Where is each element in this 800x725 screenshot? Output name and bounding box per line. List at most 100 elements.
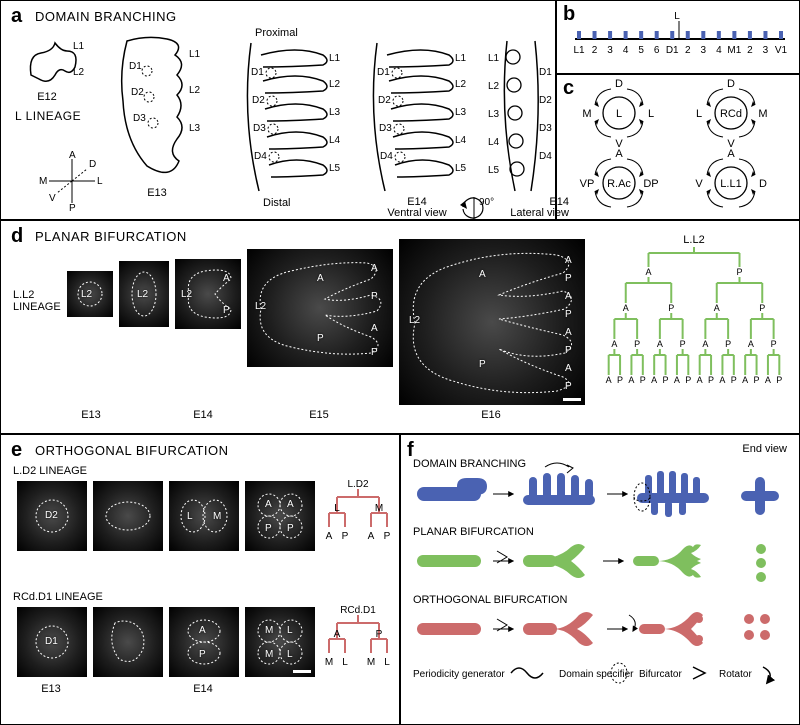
svg-text:P: P	[342, 531, 349, 542]
svg-text:A: A	[651, 375, 657, 385]
svg-text:L.L2: L.L2	[683, 234, 704, 246]
svg-text:A: A	[628, 375, 634, 385]
svg-text:P: P	[617, 375, 623, 385]
svg-text:M: M	[325, 657, 333, 668]
svg-text:D4: D4	[254, 151, 267, 162]
e-lin-1: RCd.D1 LINEAGE	[13, 591, 103, 603]
d-tp-3: E15	[299, 409, 339, 421]
svg-text:4: 4	[623, 45, 629, 56]
svg-text:P: P	[384, 531, 391, 542]
micro-d-e13b: L2	[119, 261, 169, 327]
svg-text:M: M	[39, 176, 47, 187]
svg-text:3: 3	[763, 45, 769, 56]
svg-text:PLANAR BIFURCATION: PLANAR BIFURCATION	[413, 526, 534, 538]
svg-text:DP: DP	[643, 178, 658, 190]
svg-text:A: A	[765, 375, 771, 385]
svg-text:L4: L4	[329, 135, 341, 146]
svg-text:D1: D1	[129, 61, 142, 72]
micro-e-ld2-2: L M	[169, 481, 239, 551]
svg-text:A: A	[697, 375, 703, 385]
svg-text:L3: L3	[189, 123, 201, 134]
e12-label: E12	[27, 91, 67, 103]
svg-text:L1: L1	[189, 49, 201, 60]
svg-text:A: A	[748, 339, 754, 349]
svg-text:A: A	[702, 339, 708, 349]
panel-a-subtitle: L LINEAGE	[15, 109, 81, 123]
svg-text:A: A	[611, 339, 617, 349]
panel-f-svg: DOMAIN BRANCHING	[407, 453, 795, 693]
svg-text:D1: D1	[539, 67, 552, 78]
svg-text:2: 2	[685, 45, 691, 56]
panel-d-label: d	[11, 225, 23, 248]
micro-e-ld2-0: D2	[17, 481, 87, 551]
svg-text:L5: L5	[329, 163, 341, 174]
svg-text:P: P	[771, 339, 777, 349]
svg-text:L: L	[334, 503, 340, 514]
svg-text:L2: L2	[455, 79, 467, 90]
svg-text:VP: VP	[580, 178, 595, 190]
svg-text:D2: D2	[539, 95, 552, 106]
sketch-e14-lateral: L1 L2 L3 L4 L5 D1 D2 D3 D4	[491, 35, 555, 195]
svg-text:D3: D3	[133, 113, 146, 124]
panel-e-title: ORTHOGONAL BIFURCATION	[35, 443, 229, 458]
svg-text:A: A	[326, 531, 333, 542]
micro-e-rcd-0: D1	[17, 607, 87, 677]
svg-text:A: A	[368, 531, 375, 542]
sketch-e14-ventral-2: L1 L2 L3 L4 L5 D1 D2 D3 D4	[357, 37, 477, 197]
panel-e-label: e	[11, 439, 22, 462]
svg-text:A: A	[334, 629, 341, 640]
svg-text:L2: L2	[189, 85, 201, 96]
sketch-e13: L1 L2 L3 D1 D2 D3	[107, 31, 217, 181]
e14-lateral-label: E14Lateral view	[479, 197, 569, 219]
svg-text:D1: D1	[377, 67, 390, 78]
svg-text:P: P	[754, 375, 760, 385]
svg-text:L4: L4	[455, 135, 467, 146]
svg-text:P: P	[725, 339, 731, 349]
sketch-e14-ventral: L1 L2 L3 L4 L5 D1 D2 D3 D4	[231, 37, 351, 197]
svg-text:Rotator: Rotator	[719, 669, 752, 680]
svg-text:L: L	[384, 657, 390, 668]
panel-a-label: a	[11, 5, 22, 28]
figure: a DOMAIN BRANCHING L LINEAGE L1 L2 E12 A…	[0, 0, 800, 725]
micro-e-rcd-2: A P	[169, 607, 239, 677]
svg-text:L: L	[696, 108, 702, 120]
svg-text:D: D	[727, 78, 735, 90]
e-tp-0: E13	[31, 683, 71, 695]
svg-text:M: M	[758, 108, 767, 120]
svg-text:L1: L1	[488, 53, 500, 64]
panel-d-title: PLANAR BIFURCATION	[35, 229, 187, 244]
svg-text:2: 2	[747, 45, 753, 56]
svg-text:D: D	[759, 178, 767, 190]
svg-text:L4: L4	[488, 137, 500, 148]
svg-text:P: P	[69, 203, 76, 214]
e-tp-1: E14	[183, 683, 223, 695]
svg-text:M: M	[582, 108, 591, 120]
svg-text:L2: L2	[73, 67, 85, 78]
wheels-c: LDLVMRCdDMVLR.AcADPVPL.L1ADV	[563, 79, 793, 219]
svg-text:L5: L5	[455, 163, 467, 174]
svg-text:L1: L1	[329, 53, 341, 64]
e13-label: E13	[137, 187, 177, 199]
micro-e-rcd-3: ML ML	[245, 607, 315, 677]
svg-text:5: 5	[638, 45, 644, 56]
sketch-e12: L1 L2	[23, 35, 83, 95]
svg-text:P: P	[759, 303, 765, 313]
svg-text:D1: D1	[251, 67, 264, 78]
divider-ab-c	[555, 1, 557, 219]
micro-e-ld2-1	[93, 481, 163, 551]
svg-text:A: A	[657, 339, 663, 349]
svg-text:A: A	[674, 375, 680, 385]
svg-text:L: L	[648, 108, 654, 120]
svg-text:M: M	[375, 503, 383, 514]
svg-text:L: L	[616, 108, 622, 120]
micro-d-e14: L2 A P	[175, 259, 241, 329]
svg-text:M: M	[367, 657, 375, 668]
svg-text:P: P	[708, 375, 714, 385]
svg-text:A: A	[606, 375, 612, 385]
svg-text:A: A	[727, 148, 735, 160]
svg-text:Bifurcator: Bifurcator	[639, 669, 682, 680]
svg-text:L1: L1	[73, 41, 85, 52]
svg-text:A: A	[719, 375, 725, 385]
divider-b-c	[555, 73, 799, 75]
divider-e-f	[399, 433, 401, 724]
